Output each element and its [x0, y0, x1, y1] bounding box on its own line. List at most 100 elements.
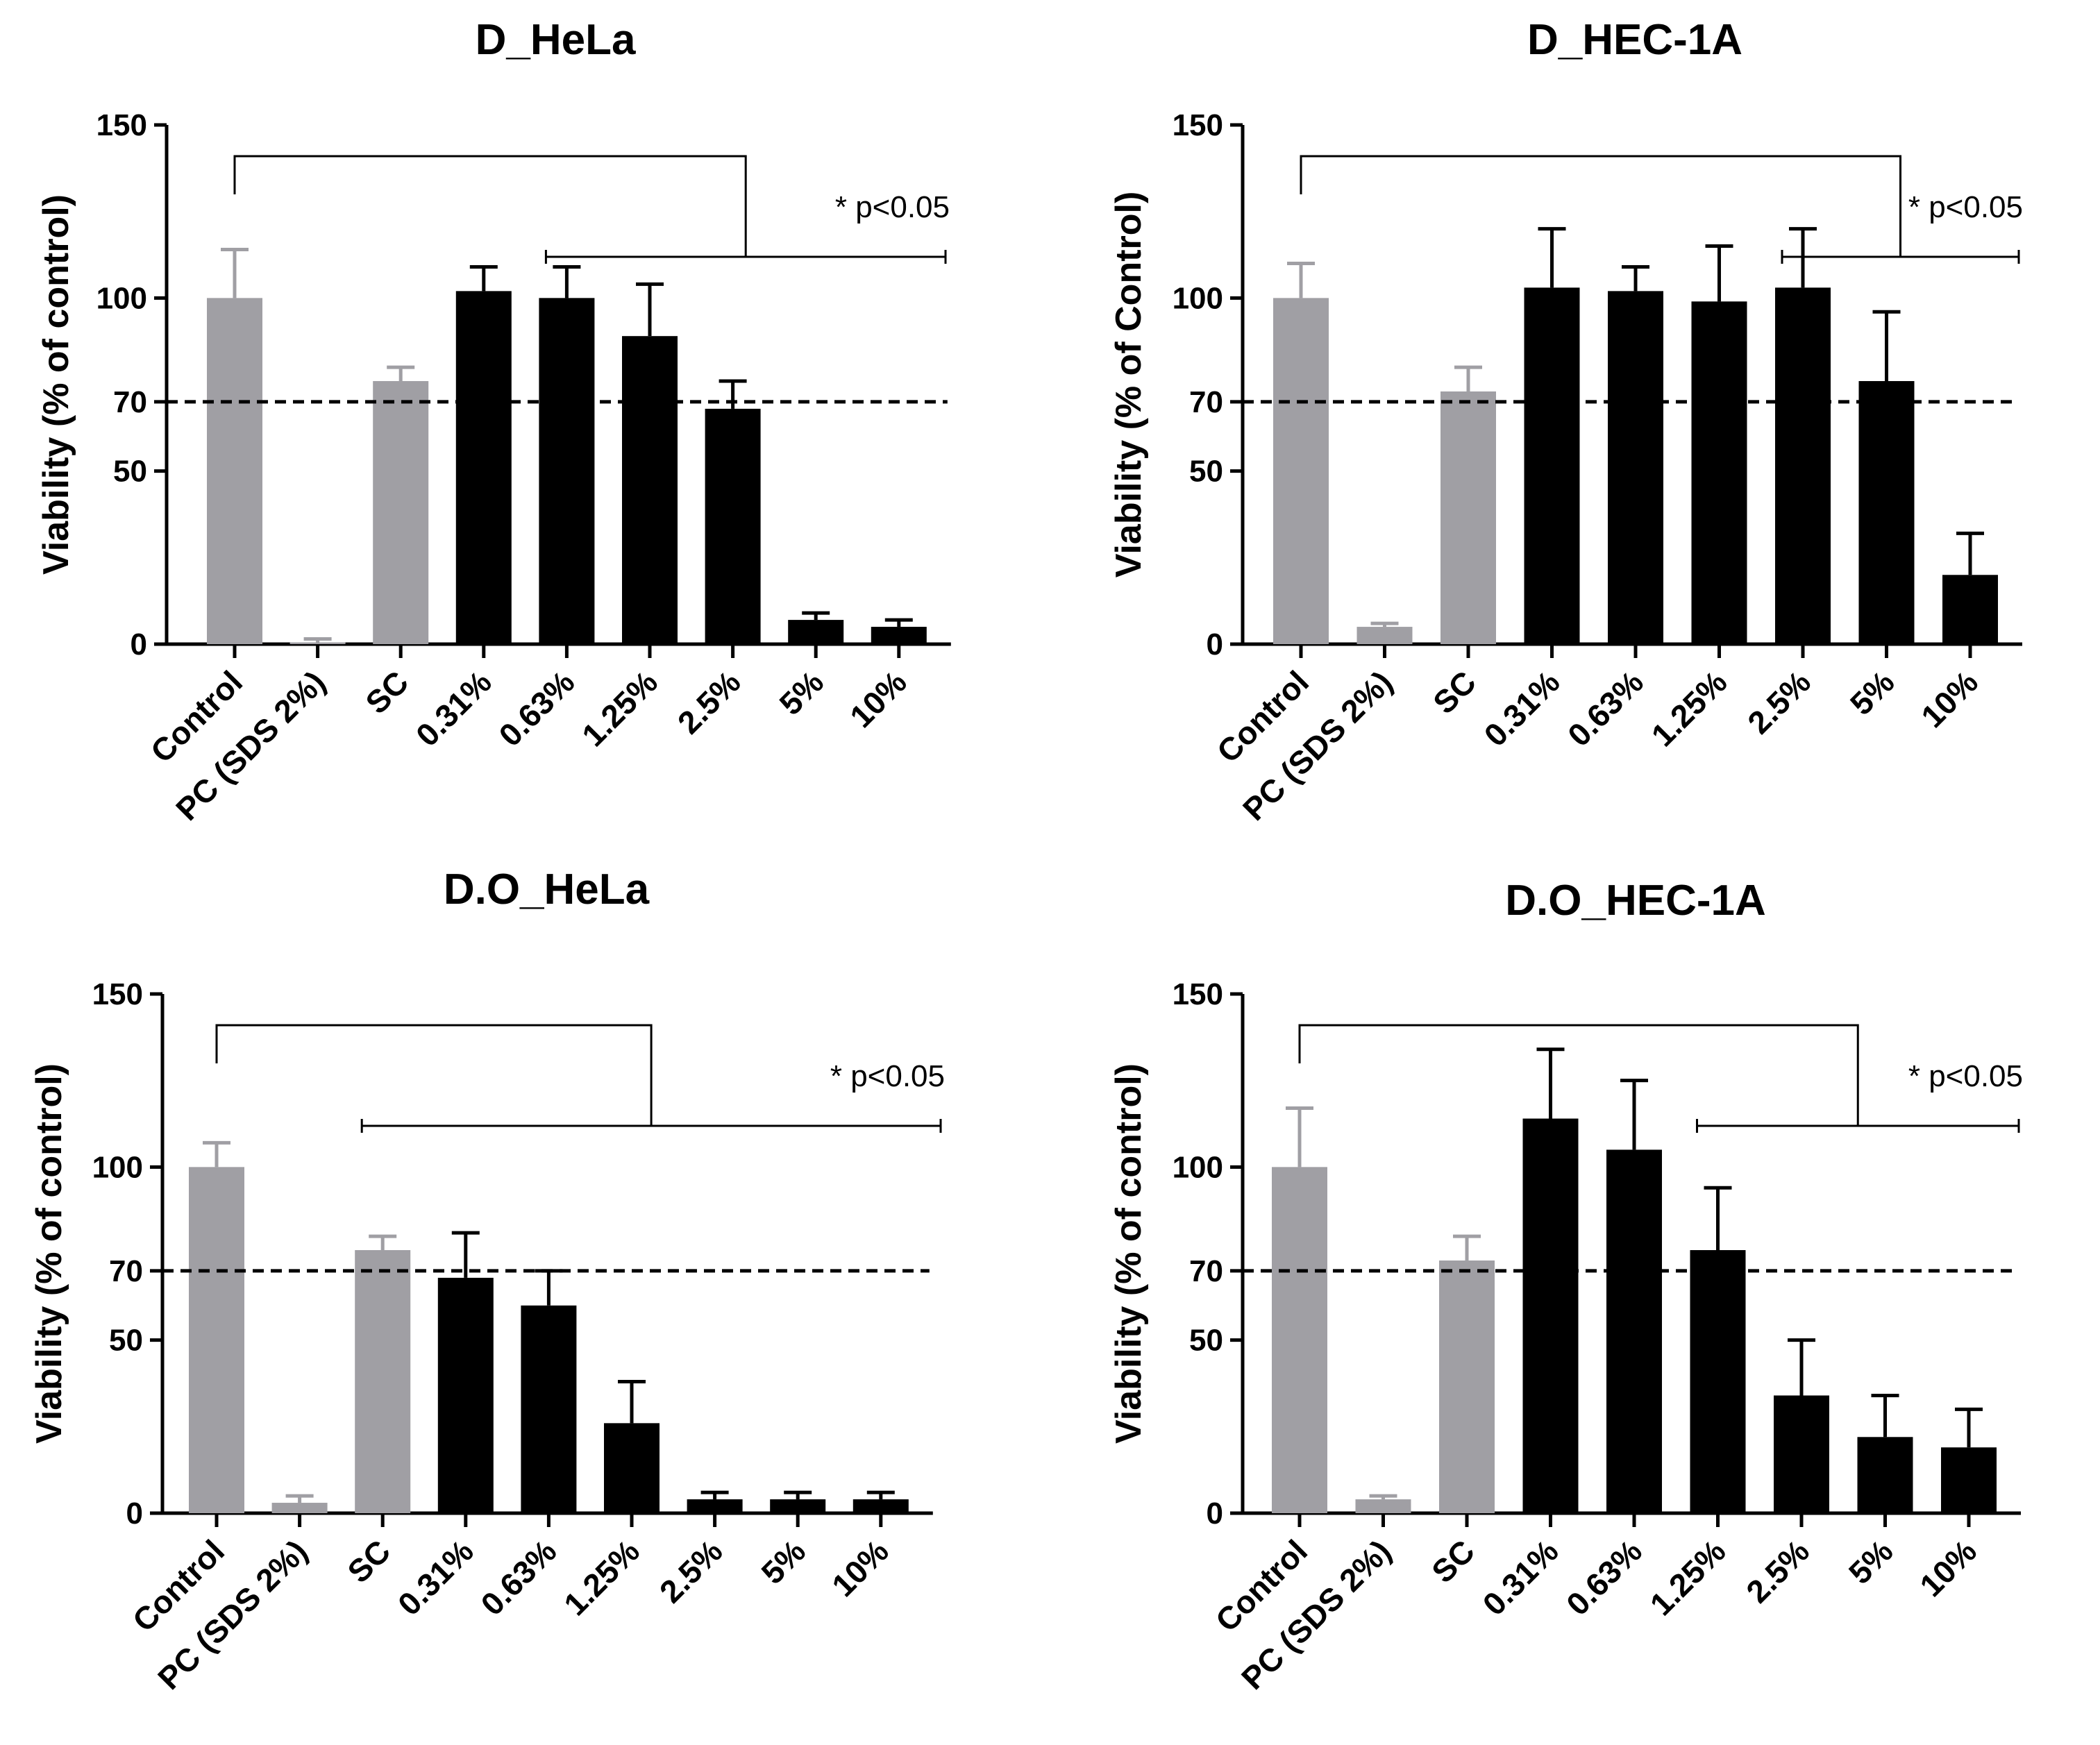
bar	[622, 336, 678, 644]
chart-title: D.O_HEC-1A	[1505, 877, 1766, 925]
y-tick-label: 70	[1189, 1254, 1223, 1288]
y-tick-label: 50	[1189, 455, 1223, 489]
x-tick-label: 10%	[843, 664, 914, 734]
y-tick-label: 150	[92, 977, 143, 1011]
y-tick-label: 50	[1189, 1324, 1223, 1358]
y-tick-label: 100	[96, 281, 147, 315]
bar	[521, 1305, 577, 1513]
significance-bracket: * p<0.05	[1300, 155, 2023, 264]
significance-bracket: * p<0.05	[1298, 1024, 2023, 1133]
x-tick-label: 0.63%	[473, 1533, 563, 1622]
y-tick-label: 70	[1189, 385, 1223, 419]
x-tick-label: PC (SDS 2%)	[1236, 664, 1400, 827]
y-tick-label: 0	[1207, 627, 1223, 661]
bar	[1439, 1260, 1495, 1513]
y-tick-label: 100	[1173, 281, 1223, 315]
bracket-connector	[1298, 1024, 1859, 1126]
y-tick-label: 50	[113, 455, 147, 489]
y-tick-label: 0	[131, 627, 147, 661]
x-tick-label: SC	[358, 664, 415, 720]
bar	[1272, 1167, 1327, 1513]
y-axis-label: Viability (% of control)	[29, 1063, 69, 1444]
x-tick-label: PC (SDS 2%)	[1234, 1533, 1398, 1696]
bar	[1690, 1250, 1746, 1513]
x-tick-label: 0.63%	[492, 664, 581, 753]
chart-title: D_HeLa	[476, 16, 636, 64]
y-tick-label: 150	[1173, 108, 1223, 142]
x-tick-label: 0.31%	[409, 664, 498, 753]
bar	[1355, 1499, 1411, 1513]
bar	[1691, 301, 1747, 644]
x-tick-label: 1.25%	[1645, 664, 1734, 753]
bar	[788, 620, 844, 644]
bar	[1522, 1118, 1579, 1513]
bar	[871, 627, 927, 644]
y-axis-label: Viability (% of control)	[1109, 1063, 1149, 1444]
bar	[1608, 291, 1663, 644]
significance-bracket: * p<0.05	[215, 1024, 945, 1133]
x-tick-label: 5%	[1842, 1533, 1900, 1591]
bar	[1606, 1149, 1662, 1513]
y-tick-label: 100	[1173, 1150, 1223, 1184]
x-tick-label: SC	[1425, 1533, 1481, 1590]
bar	[1775, 287, 1831, 645]
bar	[687, 1499, 743, 1513]
x-tick-label: 10%	[825, 1533, 896, 1603]
chart-title: D.O_HeLa	[444, 866, 650, 913]
bar	[1356, 627, 1413, 644]
bar	[604, 1423, 660, 1513]
bracket-connector	[233, 155, 747, 257]
x-tick-label: SC	[1426, 664, 1483, 720]
bar	[455, 291, 512, 644]
bar	[189, 1167, 244, 1513]
y-axis-label: Viability (% of control)	[36, 194, 76, 575]
bar	[1524, 287, 1580, 645]
x-tick-label: 2.5%	[1739, 1533, 1816, 1610]
bar	[355, 1250, 411, 1513]
x-tick-label: 1.25%	[557, 1533, 646, 1622]
chart-panel-2: D_HEC-1A Viability (% of Control) 0 50 70 100…	[1109, 16, 2023, 827]
x-tick-label: 2.5%	[653, 1533, 730, 1610]
x-tick-label: 1.25%	[575, 664, 664, 753]
bar	[770, 1499, 826, 1513]
bar	[1857, 1437, 1913, 1513]
x-tick-label: PC (SDS 2%)	[151, 1533, 314, 1696]
y-tick-label: 70	[109, 1254, 143, 1288]
bar	[1273, 298, 1329, 644]
bar	[1942, 575, 1998, 644]
significance-bracket: * p<0.05	[233, 155, 950, 264]
bracket-connector	[1300, 155, 1901, 257]
x-tick-label: 5%	[1843, 664, 1901, 722]
x-tick-label: 5%	[772, 664, 830, 722]
x-tick-label: SC	[340, 1533, 397, 1590]
chart-panel-1: D_HeLa Viability (% of control) 0 50 70 100 15…	[36, 16, 951, 827]
significance-label: * p<0.05	[1908, 1059, 2023, 1093]
x-tick-label: 2.5%	[1740, 664, 1817, 741]
chart-panel-4: D.O_HEC-1A Viability (% of control) 0 50 70 1…	[1109, 877, 2023, 1696]
significance-label: * p<0.05	[1908, 190, 2023, 224]
bar	[852, 1499, 909, 1513]
significance-label: * p<0.05	[835, 190, 950, 224]
y-tick-label: 0	[126, 1497, 143, 1531]
y-tick-label: 150	[1173, 977, 1223, 1011]
x-tick-label: 0.63%	[1561, 664, 1650, 753]
x-tick-label: 0.63%	[1559, 1533, 1649, 1622]
x-tick-label: 10%	[1914, 664, 1985, 734]
y-tick-label: 150	[96, 108, 147, 142]
bar	[437, 1277, 494, 1513]
x-tick-label: 0.31%	[1477, 664, 1567, 753]
y-axis-label: Viability (% of Control)	[1109, 192, 1149, 578]
y-tick-label: 0	[1207, 1497, 1223, 1531]
x-tick-label: PC (SDS 2%)	[169, 664, 333, 827]
bar	[1858, 381, 1915, 644]
bar	[1440, 391, 1496, 644]
x-tick-label: 0.31%	[391, 1533, 480, 1622]
bracket-connector	[215, 1024, 653, 1126]
bar	[207, 298, 262, 644]
x-tick-label: 0.31%	[1476, 1533, 1565, 1622]
bar	[1774, 1395, 1829, 1513]
y-tick-label: 100	[92, 1150, 143, 1184]
bar	[1941, 1447, 1997, 1513]
bar	[539, 298, 595, 644]
